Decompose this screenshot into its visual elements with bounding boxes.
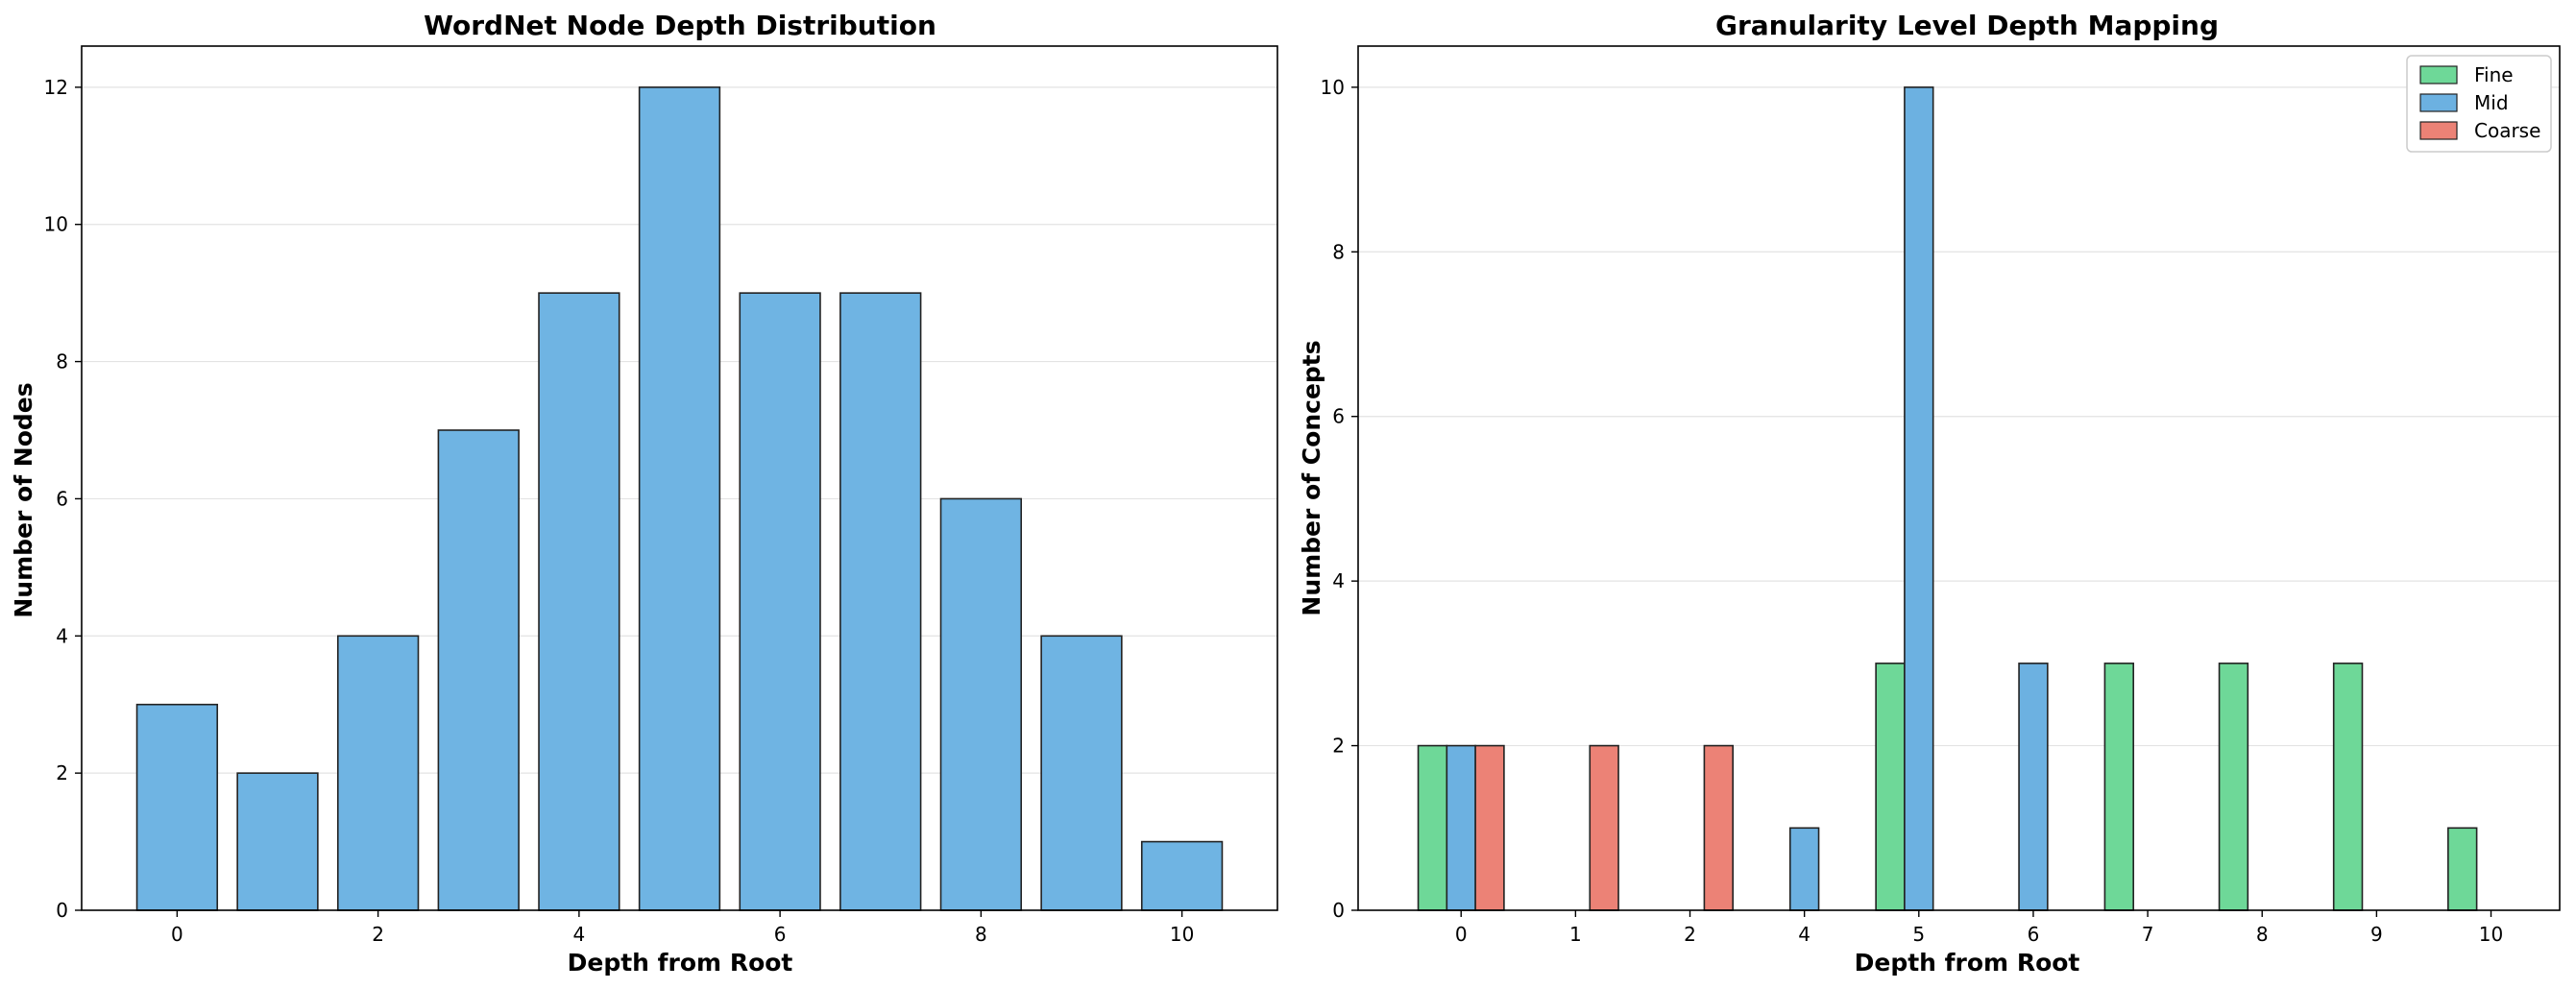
legend: Fine Mid Coarse — [2406, 55, 2552, 153]
grid — [1358, 86, 2560, 747]
y-tick-label: 4 — [56, 624, 68, 647]
y-tick-label: 12 — [44, 76, 68, 99]
x-tick-label: 0 — [1455, 923, 1468, 946]
y-tick-label: 0 — [1332, 899, 1345, 922]
bar-coarse-depth-2 — [1703, 744, 1734, 911]
bar-depth-5 — [638, 86, 721, 911]
legend-swatch-coarse — [2419, 121, 2458, 140]
x-axis-label: Depth from Root — [568, 949, 793, 977]
bar-depth-2 — [336, 635, 420, 911]
bars — [1417, 86, 2478, 911]
x-tick-label: 2 — [372, 923, 384, 946]
y-ticks: 0 2 4 6 8 10 12 — [44, 76, 82, 922]
bar-fine-depth-9 — [2332, 663, 2364, 911]
y-tick-label: 10 — [44, 213, 68, 236]
chart-title: WordNet Node Depth Distribution — [424, 10, 936, 41]
x-tick-label: 5 — [1912, 923, 1925, 946]
x-tick-label: 8 — [2256, 923, 2269, 946]
legend-label-coarse: Coarse — [2474, 119, 2540, 142]
x-ticks: 0 1 2 4 5 6 7 8 9 10 — [1455, 910, 2503, 946]
x-axis-label: Depth from Root — [1855, 949, 2080, 977]
y-axis-label: Number of Nodes — [10, 382, 37, 617]
legend-swatch-fine — [2419, 65, 2458, 84]
x-tick-label: 6 — [774, 923, 787, 946]
y-tick-label: 0 — [56, 899, 68, 922]
bar-depth-6 — [739, 292, 821, 911]
y-tick-label: 2 — [1332, 735, 1345, 758]
y-tick-label: 8 — [56, 350, 68, 374]
y-tick-label: 6 — [56, 487, 68, 510]
bar-fine-depth-7 — [2103, 663, 2134, 911]
x-tick-label: 4 — [1798, 923, 1810, 946]
bar-fine-depth-10 — [2447, 827, 2478, 911]
bar-depth-10 — [1140, 840, 1224, 911]
bar-mid-depth-0 — [1446, 744, 1476, 911]
y-tick-label: 6 — [1332, 405, 1345, 428]
y-tick-label: 4 — [1332, 569, 1345, 592]
bar-depth-4 — [538, 292, 620, 911]
x-tick-label: 7 — [2142, 923, 2154, 946]
bar-depth-1 — [236, 772, 319, 911]
bar-depth-0 — [135, 703, 219, 911]
chart-title: Granularity Level Depth Mapping — [1715, 10, 2219, 41]
legend-swatch-mid — [2419, 93, 2458, 112]
x-tick-label: 9 — [2370, 923, 2383, 946]
y-ticks: 0 2 4 6 8 10 — [1321, 76, 1358, 922]
y-tick-label: 2 — [56, 761, 68, 784]
bar-depth-9 — [1040, 635, 1123, 911]
x-tick-label: 1 — [1569, 923, 1582, 946]
x-tick-label: 4 — [573, 923, 586, 946]
bar-fine-depth-8 — [2218, 663, 2249, 911]
y-axis-label: Number of Concepts — [1298, 340, 1325, 615]
x-tick-label: 10 — [1170, 923, 1194, 946]
x-tick-label: 8 — [975, 923, 987, 946]
legend-label-fine: Fine — [2474, 63, 2514, 86]
bar-depth-8 — [939, 497, 1023, 911]
x-tick-label: 10 — [2479, 923, 2503, 946]
x-tick-label: 2 — [1684, 923, 1696, 946]
bar-depth-7 — [839, 292, 922, 911]
bar-coarse-depth-0 — [1474, 744, 1505, 911]
y-tick-label: 8 — [1332, 240, 1345, 263]
chart-granularity-depth-mapping: Granularity Level Depth Mapping Depth fr… — [1298, 10, 2561, 977]
y-tick-label: 10 — [1321, 76, 1345, 99]
bar-mid-depth-5 — [1904, 86, 1934, 911]
bar-depth-3 — [437, 429, 520, 911]
bars — [135, 86, 1224, 911]
x-tick-label: 0 — [171, 923, 183, 946]
legend-label-mid: Mid — [2474, 91, 2509, 114]
bar-fine-depth-5 — [1875, 663, 1906, 911]
bar-fine-depth-0 — [1417, 744, 1448, 911]
plot-frame — [1357, 45, 2561, 911]
bar-mid-depth-6 — [2018, 663, 2049, 911]
x-tick-label: 6 — [2028, 923, 2040, 946]
bar-coarse-depth-1 — [1589, 744, 1619, 911]
bar-mid-depth-4 — [1788, 827, 1820, 911]
chart-node-depth-distribution: WordNet Node Depth Distribution Depth fr… — [10, 10, 1278, 977]
x-ticks: 0 2 4 6 8 10 — [171, 910, 1194, 946]
plot-frame — [81, 45, 1278, 911]
